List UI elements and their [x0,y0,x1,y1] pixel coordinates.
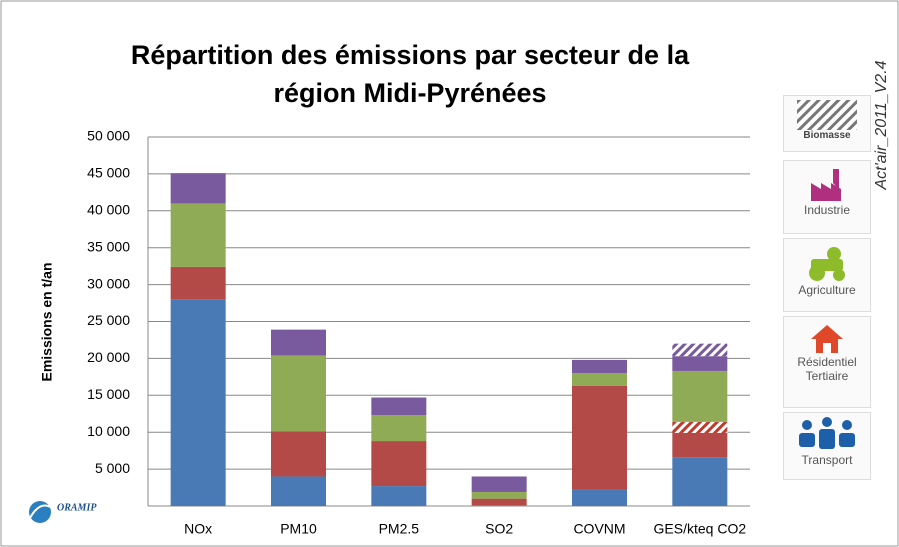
legend-label: Agriculture [798,283,856,297]
logo: ORAMIP [29,501,97,523]
bar-segment [672,421,728,433]
legend-label: Industrie [803,203,851,217]
bar-segment [572,373,627,386]
x-tick-label: SO2 [485,521,513,537]
bar-segment [471,491,527,499]
y-tick-label: 45 000 [87,165,130,181]
x-tick-label: COVNM [573,521,625,537]
bar-segment [170,299,226,506]
bar-segment [672,370,728,422]
bar-segment [271,476,326,506]
y-tick-label: 20 000 [87,349,130,365]
bar-segment [371,441,427,487]
bar-segment [271,431,326,477]
y-tick-label: 15 000 [87,386,130,402]
bar-segment [170,173,226,204]
bar-segment [471,476,527,492]
y-tick-label: 50 000 [87,128,130,144]
icon-agriculture [809,247,845,281]
legend-label: Résidentiel Tertiaire [797,355,857,383]
bar-segment [572,359,627,374]
bar-segment [572,489,627,506]
y-tick-label: 30 000 [87,275,130,291]
bar-segment [170,203,226,267]
chart-title: Répartition des émissions par secteur de… [131,40,690,70]
legend-label: Transport [801,453,853,467]
legend-biomass-box: Biomasse [783,95,871,152]
bar-segment [170,266,226,300]
x-tick-label: NOx [184,521,212,537]
y-tick-label: 25 000 [87,312,130,328]
version-note: Act'air_2011_V2.4 [873,60,890,190]
y-tick-label: 35 000 [87,238,130,254]
icon-residential [811,325,843,353]
x-tick-label: PM10 [280,521,317,537]
bar-segment [371,486,427,506]
logo-name: ORAMIP [57,502,97,513]
y-axis-label: Emissions en t/an [39,262,55,381]
x-tick-label: GES/kteq CO2 [654,521,747,537]
bar-segment [672,457,728,506]
bar-segment [471,498,527,506]
x-tick-label: PM2.5 [379,521,420,537]
icon-biomass [797,100,857,130]
bar-segment [672,356,728,371]
bar-segment [271,355,326,432]
bar-segment [672,432,728,458]
chart-title: région Midi-Pyrénées [273,78,546,108]
y-tick-label: 5 000 [95,460,130,476]
icon-industry [811,169,841,201]
legend-transport-box: Transport [783,412,871,480]
legend-label: Biomasse [803,130,851,141]
legend-industry-box: Industrie [783,160,871,234]
bar-segment [371,415,427,442]
bar-segment: Biomasse [672,343,728,357]
bar-segment [572,385,627,490]
bar-segment [371,397,427,416]
icon-transport [799,417,855,449]
bar-segment [471,505,527,506]
legend-agri-box: Agriculture [783,238,871,312]
y-tick-label: 10 000 [87,423,130,439]
legend-res-box: Résidentiel Tertiaire [783,316,871,408]
y-tick-label: 40 000 [87,202,130,218]
bar-segment [271,329,326,356]
